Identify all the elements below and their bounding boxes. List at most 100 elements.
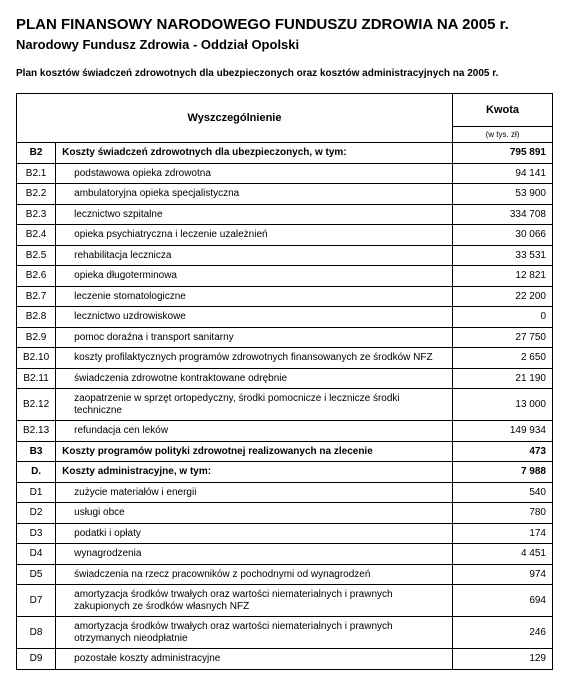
- table-row: D5świadczenia na rzecz pracowników z poc…: [17, 564, 553, 585]
- table-row: D8amortyzacja środków trwałych oraz wart…: [17, 617, 553, 649]
- row-amount: 53 900: [453, 184, 553, 205]
- row-amount: 246: [453, 617, 553, 649]
- row-amount: 2 650: [453, 348, 553, 369]
- row-amount: 974: [453, 564, 553, 585]
- table-row: B2.7leczenie stomatologiczne22 200: [17, 286, 553, 307]
- row-code: B2.8: [17, 307, 56, 328]
- row-amount: 149 934: [453, 421, 553, 442]
- row-code: B2.5: [17, 245, 56, 266]
- table-row: B2.3lecznictwo szpitalne334 708: [17, 204, 553, 225]
- row-code: D3: [17, 523, 56, 544]
- row-desc: pozostałe koszty administracyjne: [56, 649, 453, 670]
- row-code: B2.1: [17, 163, 56, 184]
- table-row: B2.10koszty profilaktycznych programów z…: [17, 348, 553, 369]
- table-row: B2.4opieka psychiatryczna i leczenie uza…: [17, 225, 553, 246]
- row-code: D1: [17, 482, 56, 503]
- row-amount: 0: [453, 307, 553, 328]
- table-row: D.Koszty administracyjne, w tym:7 988: [17, 462, 553, 483]
- table-row: B2.9pomoc doraźna i transport sanitarny2…: [17, 327, 553, 348]
- table-row: B2Koszty świadczeń zdrowotnych dla ubezp…: [17, 143, 553, 164]
- table-row: B2.11świadczenia zdrowotne kontraktowane…: [17, 368, 553, 389]
- row-desc: amortyzacja środków trwałych oraz wartoś…: [56, 617, 453, 649]
- table-row: D1zużycie materiałów i energii540: [17, 482, 553, 503]
- row-code: D9: [17, 649, 56, 670]
- row-code: B2.6: [17, 266, 56, 287]
- row-desc: pomoc doraźna i transport sanitarny: [56, 327, 453, 348]
- row-code: B2.11: [17, 368, 56, 389]
- table-row: B2.13refundacja cen leków149 934: [17, 421, 553, 442]
- row-code: B2: [17, 143, 56, 164]
- row-desc: podstawowa opieka zdrowotna: [56, 163, 453, 184]
- table-row: D9pozostałe koszty administracyjne129: [17, 649, 553, 670]
- row-desc: leczenie stomatologiczne: [56, 286, 453, 307]
- row-amount: 780: [453, 503, 553, 524]
- row-desc: zużycie materiałów i energii: [56, 482, 453, 503]
- row-desc: rehabilitacja lecznicza: [56, 245, 453, 266]
- row-amount: 334 708: [453, 204, 553, 225]
- row-code: B2.4: [17, 225, 56, 246]
- row-code: D7: [17, 585, 56, 617]
- row-desc: koszty profilaktycznych programów zdrowo…: [56, 348, 453, 369]
- row-desc: świadczenia na rzecz pracowników z pocho…: [56, 564, 453, 585]
- row-desc: opieka długoterminowa: [56, 266, 453, 287]
- row-code: B2.2: [17, 184, 56, 205]
- table-header-main: Wyszczególnienie Kwota: [17, 94, 553, 127]
- row-code: B2.12: [17, 389, 56, 421]
- financial-table: Wyszczególnienie Kwota (w tys. zł) B2Kos…: [16, 93, 553, 670]
- row-amount: 21 190: [453, 368, 553, 389]
- row-desc: Koszty administracyjne, w tym:: [56, 462, 453, 483]
- row-amount: 129: [453, 649, 553, 670]
- document-title: PLAN FINANSOWY NARODOWEGO FUNDUSZU ZDROW…: [16, 16, 553, 33]
- row-code: D5: [17, 564, 56, 585]
- row-desc: zaopatrzenie w sprzęt ortopedyczny, środ…: [56, 389, 453, 421]
- row-amount: 4 451: [453, 544, 553, 565]
- row-code: D8: [17, 617, 56, 649]
- row-code: B2.3: [17, 204, 56, 225]
- row-desc: lecznictwo szpitalne: [56, 204, 453, 225]
- row-desc: lecznictwo uzdrowiskowe: [56, 307, 453, 328]
- row-desc: refundacja cen leków: [56, 421, 453, 442]
- row-amount: 540: [453, 482, 553, 503]
- table-row: B2.6opieka długoterminowa12 821: [17, 266, 553, 287]
- table-row: B2.5rehabilitacja lecznicza33 531: [17, 245, 553, 266]
- row-desc: amortyzacja środków trwałych oraz wartoś…: [56, 585, 453, 617]
- row-amount: 27 750: [453, 327, 553, 348]
- header-desc: Wyszczególnienie: [17, 94, 453, 143]
- row-amount: 22 200: [453, 286, 553, 307]
- table-row: B3Koszty programów polityki zdrowotnej r…: [17, 441, 553, 462]
- row-desc: opieka psychiatryczna i leczenie uzależn…: [56, 225, 453, 246]
- row-code: B3: [17, 441, 56, 462]
- row-amount: 7 988: [453, 462, 553, 483]
- row-code: B2.13: [17, 421, 56, 442]
- table-row: D4wynagrodzenia4 451: [17, 544, 553, 565]
- row-code: B2.9: [17, 327, 56, 348]
- row-code: D4: [17, 544, 56, 565]
- row-desc: wynagrodzenia: [56, 544, 453, 565]
- table-row: B2.1podstawowa opieka zdrowotna94 141: [17, 163, 553, 184]
- row-amount: 174: [453, 523, 553, 544]
- row-amount: 694: [453, 585, 553, 617]
- table-row: B2.12zaopatrzenie w sprzęt ortopedyczny,…: [17, 389, 553, 421]
- row-amount: 473: [453, 441, 553, 462]
- row-desc: podatki i opłaty: [56, 523, 453, 544]
- row-amount: 12 821: [453, 266, 553, 287]
- table-row: D3podatki i opłaty174: [17, 523, 553, 544]
- document-subtitle: Narodowy Fundusz Zdrowia - Oddział Opols…: [16, 37, 553, 52]
- row-desc: usługi obce: [56, 503, 453, 524]
- row-amount: 30 066: [453, 225, 553, 246]
- row-code: B2.7: [17, 286, 56, 307]
- row-desc: Koszty programów polityki zdrowotnej rea…: [56, 441, 453, 462]
- header-amount-unit: (w tys. zł): [453, 127, 553, 143]
- table-row: D2usługi obce780: [17, 503, 553, 524]
- row-desc: ambulatoryjna opieka specjalistyczna: [56, 184, 453, 205]
- table-row: B2.2ambulatoryjna opieka specjalistyczna…: [17, 184, 553, 205]
- row-code: B2.10: [17, 348, 56, 369]
- document-description: Plan kosztów świadczeń zdrowotnych dla u…: [16, 68, 553, 79]
- row-code: D2: [17, 503, 56, 524]
- table-row: D7amortyzacja środków trwałych oraz wart…: [17, 585, 553, 617]
- table-row: B2.8lecznictwo uzdrowiskowe0: [17, 307, 553, 328]
- row-desc: Koszty świadczeń zdrowotnych dla ubezpie…: [56, 143, 453, 164]
- header-amount: Kwota: [453, 94, 553, 127]
- row-amount: 94 141: [453, 163, 553, 184]
- row-code: D.: [17, 462, 56, 483]
